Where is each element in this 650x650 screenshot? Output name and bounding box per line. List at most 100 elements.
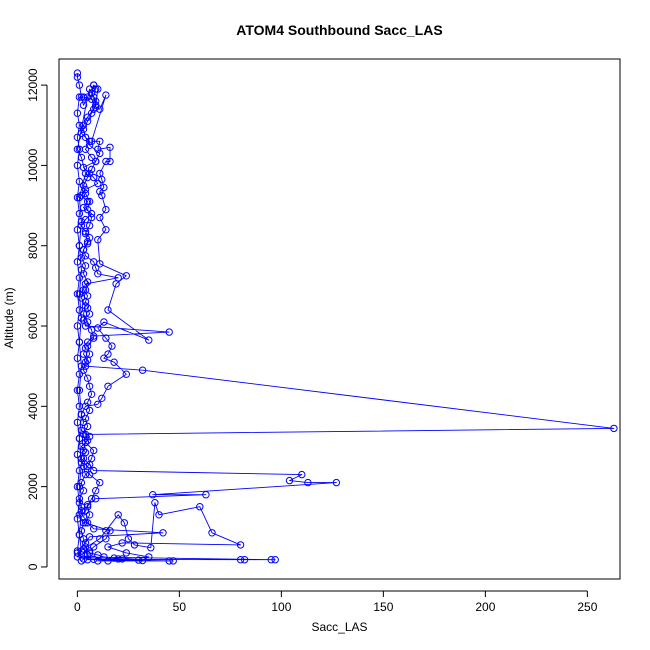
- data-point: [149, 491, 157, 499]
- data-point: [75, 511, 84, 519]
- series-line: [76, 73, 615, 562]
- plot-area: [73, 69, 618, 565]
- data-point: [202, 491, 210, 499]
- data-point: [77, 266, 86, 274]
- data-point: [96, 260, 104, 268]
- data-point: [75, 145, 84, 154]
- data-point: [90, 543, 98, 551]
- data-point: [77, 294, 86, 302]
- data-point: [83, 173, 92, 182]
- data-point: [94, 400, 102, 408]
- data-point: [73, 145, 82, 154]
- data-point: [75, 274, 84, 282]
- data-point: [285, 476, 294, 485]
- data-point: [75, 402, 84, 410]
- data-point: [92, 495, 100, 503]
- data-point: [122, 370, 131, 378]
- data-point: [236, 541, 245, 549]
- data-point: [85, 85, 94, 93]
- data-point: [73, 109, 82, 117]
- data-point: [94, 145, 102, 154]
- data-point: [77, 454, 86, 463]
- data-point: [90, 555, 98, 563]
- data-point: [208, 529, 216, 537]
- data-point: [169, 557, 177, 565]
- data-point: [83, 93, 92, 101]
- data-point: [100, 183, 108, 192]
- data-point: [87, 165, 96, 174]
- data-point: [96, 213, 104, 222]
- data-point: [145, 553, 153, 561]
- data-point: [83, 240, 92, 248]
- data-point: [85, 511, 94, 519]
- data-point: [75, 209, 84, 218]
- data-point: [79, 203, 88, 212]
- data-point: [108, 342, 116, 350]
- data-point: [85, 137, 94, 146]
- y-tick-label: 12000: [26, 68, 40, 102]
- data-point: [92, 487, 100, 495]
- data-point: [87, 390, 96, 398]
- data-point: [104, 382, 112, 390]
- data-point: [118, 555, 126, 563]
- data-point: [73, 549, 82, 557]
- data-point: [77, 191, 86, 200]
- data-point: [81, 362, 90, 370]
- data-point: [81, 470, 90, 479]
- data-point: [83, 374, 92, 382]
- data-point: [83, 436, 92, 445]
- data-point: [75, 466, 84, 475]
- data-point: [112, 280, 120, 288]
- data-point: [73, 161, 82, 170]
- data-point: [196, 503, 204, 511]
- data-point: [114, 555, 122, 563]
- data-point: [75, 93, 84, 101]
- data-point: [138, 556, 147, 565]
- data-point: [83, 318, 92, 326]
- data-point: [90, 466, 98, 475]
- data-point: [90, 446, 98, 455]
- data-point: [73, 354, 82, 362]
- data-point: [85, 470, 94, 479]
- data-point: [79, 286, 88, 294]
- data-point: [304, 478, 312, 487]
- data-point: [165, 328, 173, 336]
- data-point: [79, 125, 88, 134]
- data-point: [236, 556, 245, 564]
- x-axis: 0 50 100 150 200 250: [74, 590, 598, 614]
- data-point: [94, 179, 102, 188]
- data-point: [81, 185, 90, 194]
- data-point: [134, 556, 143, 564]
- x-tick-label: 50: [173, 600, 187, 614]
- data-point: [77, 217, 86, 226]
- data-point: [75, 81, 84, 89]
- data-point: [75, 290, 84, 298]
- data-point: [102, 527, 110, 535]
- data-point: [96, 137, 104, 146]
- data-point: [96, 478, 104, 487]
- data-point: [83, 238, 92, 246]
- data-point: [145, 336, 153, 344]
- plot-frame: [58, 58, 621, 580]
- data-point: [85, 221, 94, 230]
- data-point: [83, 278, 92, 286]
- data-point: [77, 254, 86, 262]
- data-point: [73, 386, 82, 394]
- data-point: [75, 177, 84, 186]
- y-tick-label: 2000: [26, 473, 40, 500]
- data-point: [79, 454, 88, 463]
- data-point: [73, 515, 82, 523]
- data-point: [73, 418, 82, 427]
- data-point: [81, 230, 90, 238]
- y-tick-label: 4000: [26, 393, 40, 420]
- data-point: [77, 314, 86, 322]
- data-point: [155, 511, 163, 519]
- data-point: [271, 556, 279, 564]
- data-point: [75, 531, 84, 539]
- data-point: [106, 157, 114, 166]
- data-point: [332, 478, 341, 487]
- data-point: [77, 547, 86, 555]
- data-point: [85, 549, 94, 557]
- data-point: [73, 73, 82, 81]
